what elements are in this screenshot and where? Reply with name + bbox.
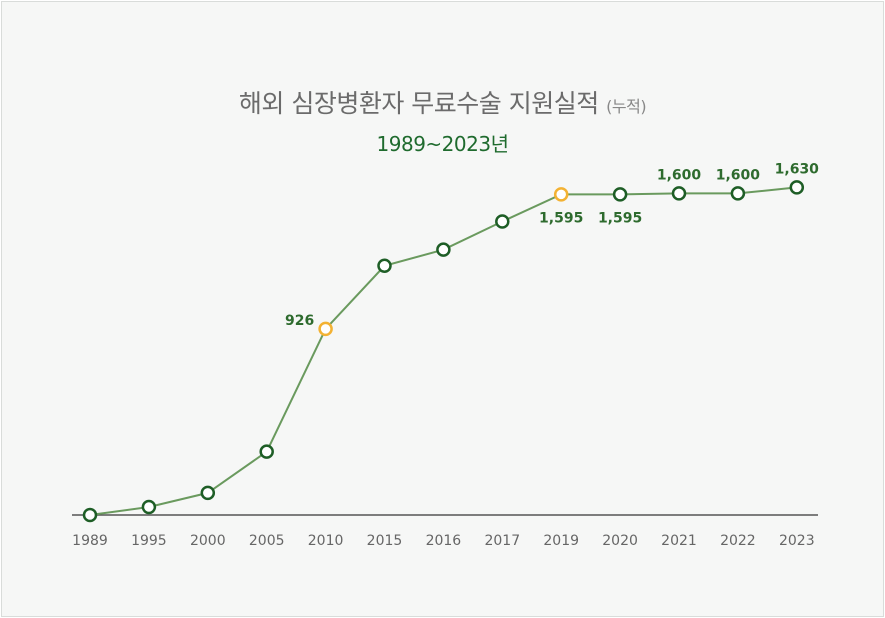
chart-title: 해외 심장병환자 무료수술 지원실적 (누적) xyxy=(0,84,885,120)
data-point-2010 xyxy=(318,321,333,337)
series-line xyxy=(89,186,797,516)
data-point-2020 xyxy=(612,187,628,202)
x-tick-label-2022: 2022 xyxy=(720,533,756,549)
data-label-2022: 1,600 xyxy=(716,167,761,183)
chart-title-text: 해외 심장병환자 무료수술 지원실적 xyxy=(238,89,599,118)
data-point-2016 xyxy=(436,242,451,257)
data-markers xyxy=(82,180,805,523)
data-point-2022 xyxy=(730,186,746,201)
data-point-2021 xyxy=(671,186,687,201)
data-label-2019: 1,595 xyxy=(539,210,583,226)
data-labels: 926 1,595 1,595 1,600 1,600 1,630 xyxy=(285,161,819,329)
chart-subtitle: 1989~2023년 xyxy=(376,132,509,156)
data-point-2000 xyxy=(200,485,216,501)
data-point-2005 xyxy=(259,444,274,459)
x-tick-label-2005: 2005 xyxy=(249,533,285,549)
x-tick-labels: 1989 1995 2000 2005 2010 2015 2016 2017 2019 2020… xyxy=(72,533,814,549)
data-point-2019 xyxy=(553,187,569,202)
x-tick-label-2017: 2017 xyxy=(484,533,520,549)
chart-title-note: (누적) xyxy=(606,97,647,116)
data-point-2017 xyxy=(495,214,510,229)
data-point-2023 xyxy=(789,180,805,195)
data-label-2010: 926 xyxy=(285,313,314,329)
x-tick-label-2019: 2019 xyxy=(543,533,579,549)
x-tick-label-2021: 2021 xyxy=(661,533,697,549)
data-point-1989 xyxy=(82,507,98,523)
data-point-2015 xyxy=(377,258,392,274)
x-tick-label-2015: 2015 xyxy=(367,533,403,549)
data-label-2021: 1,600 xyxy=(657,167,702,183)
x-tick-label-2023: 2023 xyxy=(779,533,815,549)
data-label-2023: 1,630 xyxy=(775,161,820,177)
x-tick-label-2000: 2000 xyxy=(190,533,226,549)
x-tick-label-2010: 2010 xyxy=(308,533,344,549)
data-point-1995 xyxy=(141,499,157,515)
x-tick-label-1989: 1989 xyxy=(72,533,108,549)
x-tick-label-2016: 2016 xyxy=(426,533,462,549)
x-tick-label-1995: 1995 xyxy=(131,533,167,549)
x-tick-label-2020: 2020 xyxy=(602,533,638,549)
data-label-2020: 1,595 xyxy=(598,210,642,226)
